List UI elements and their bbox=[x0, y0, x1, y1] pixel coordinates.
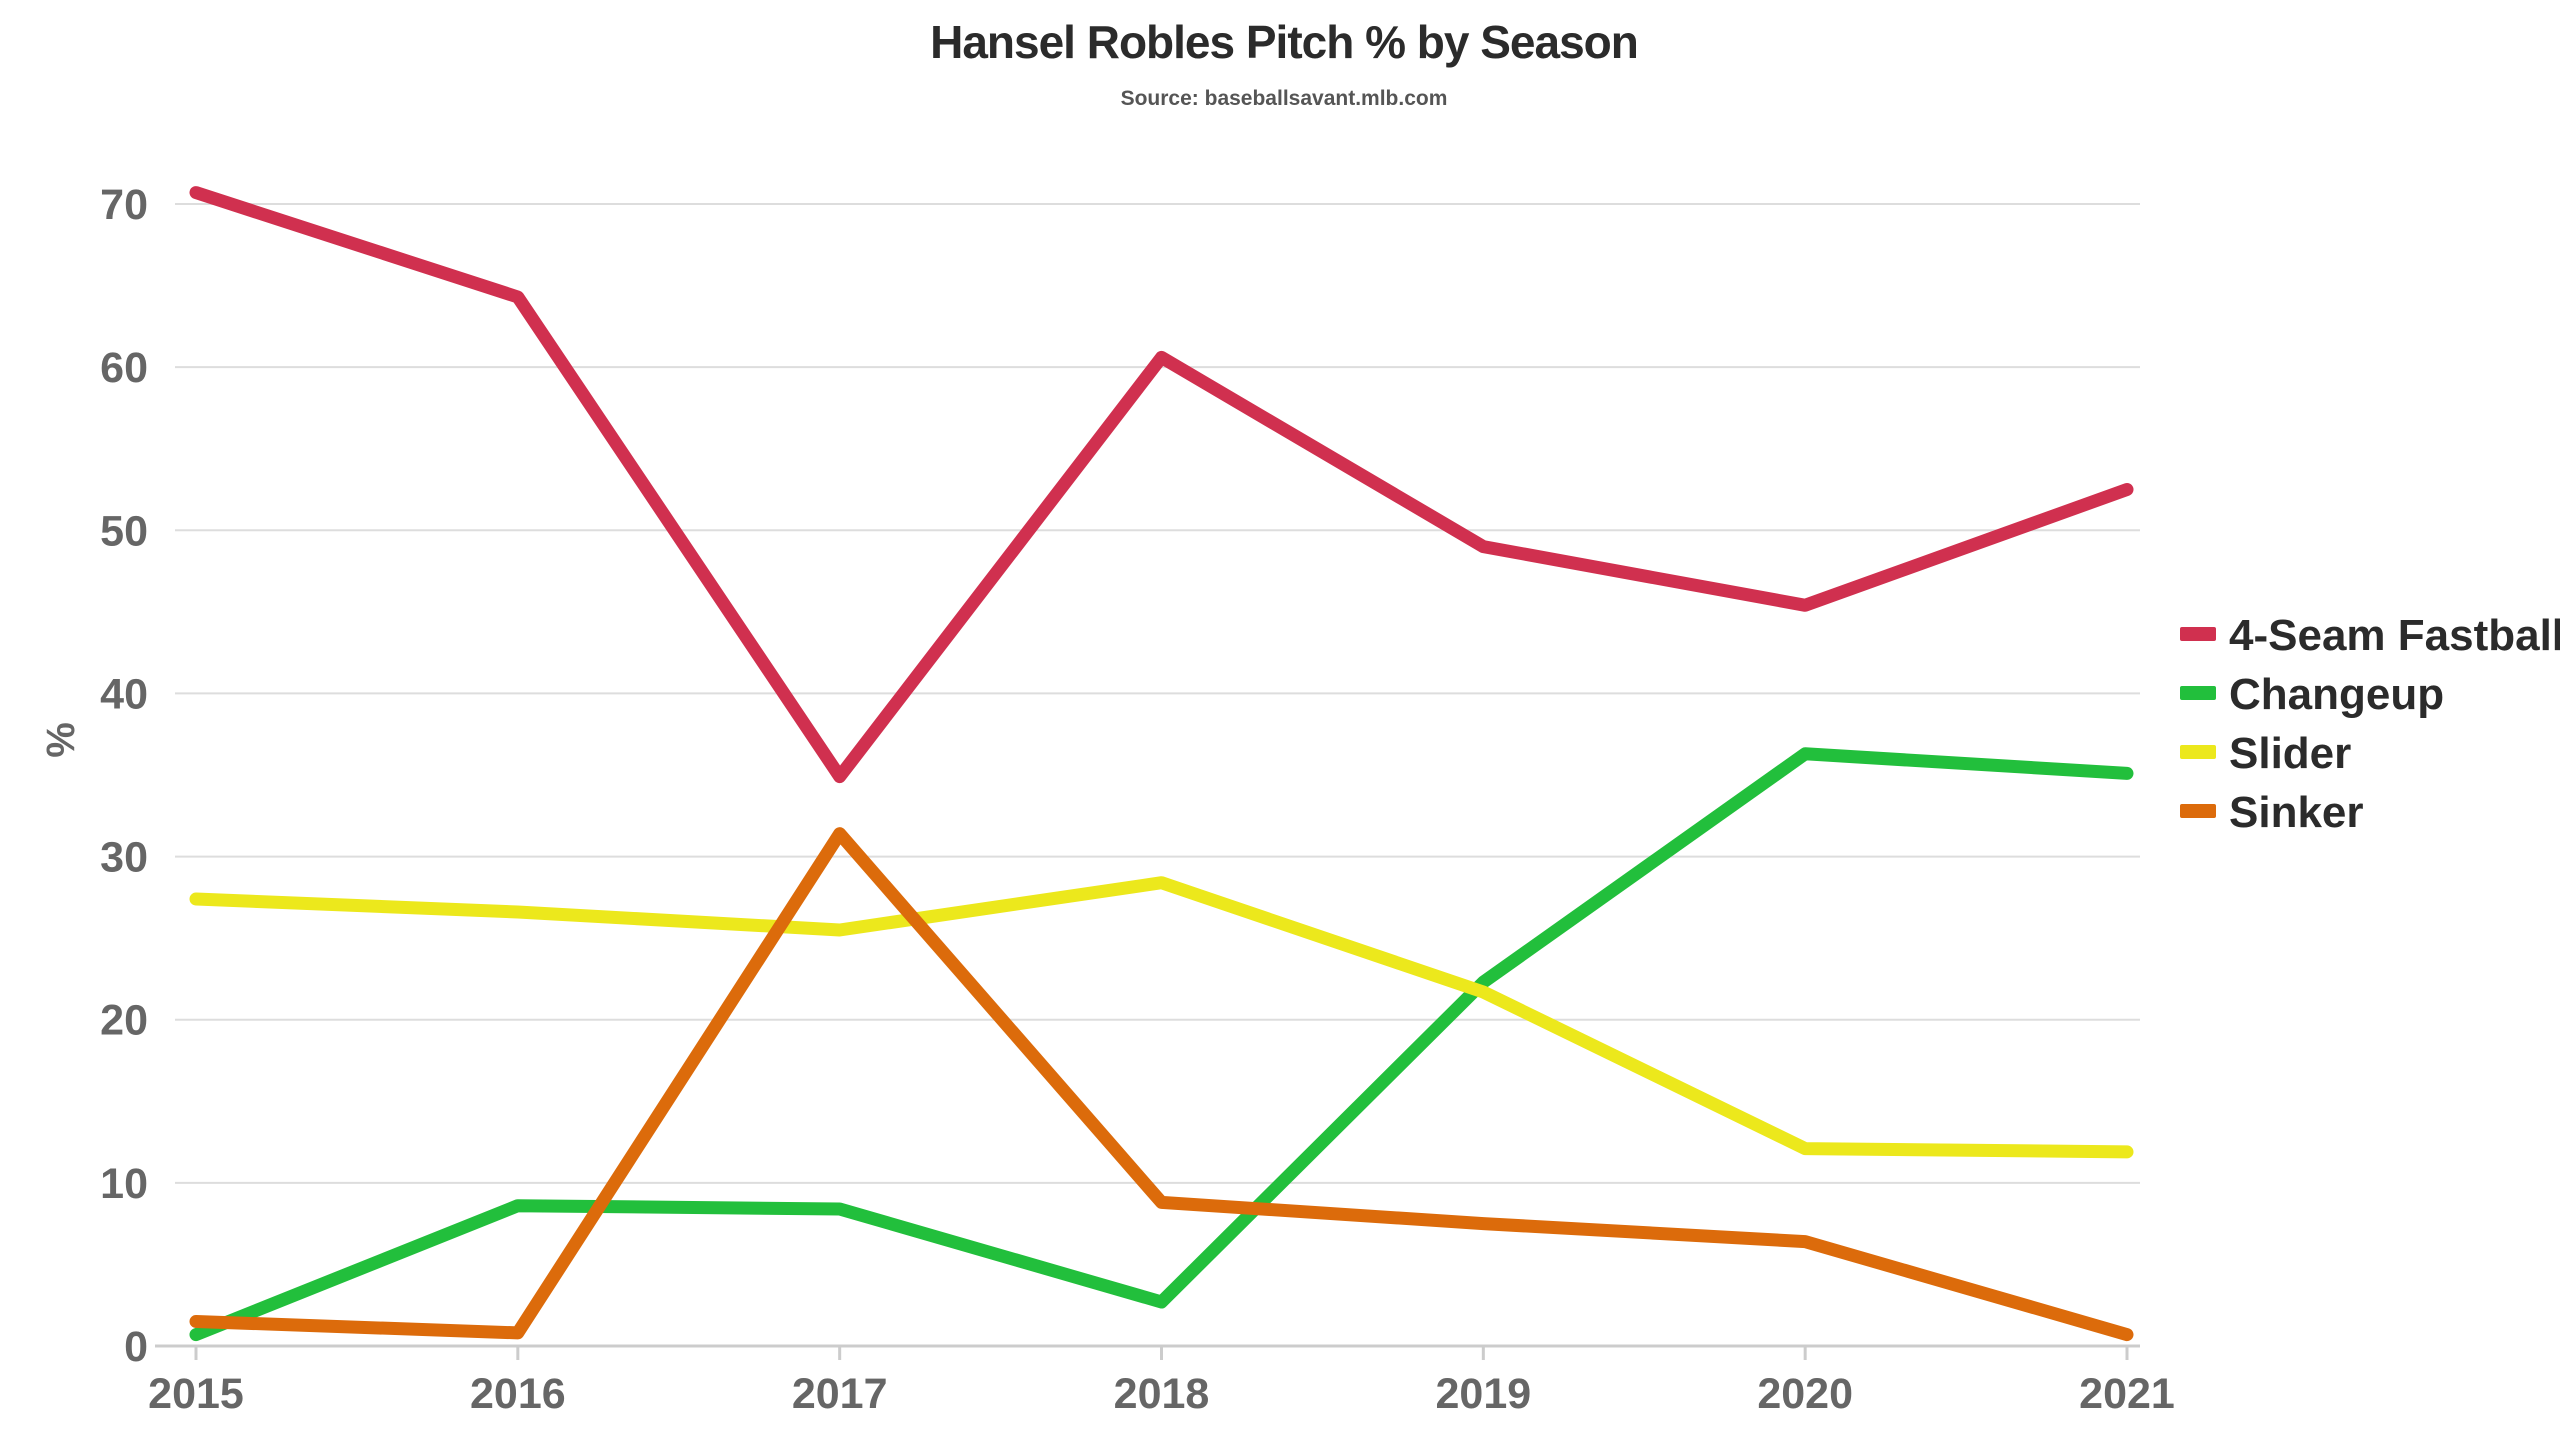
legend-swatch-slider bbox=[2180, 745, 2216, 759]
series-line-changeup bbox=[189, 747, 2134, 1342]
y-tick-label: 10 bbox=[100, 1160, 148, 1208]
legend-label-slider: Slider bbox=[2229, 729, 2351, 778]
legend-swatch-4-seam-fastball bbox=[2180, 627, 2216, 641]
legend-label-4-seam-fastball: 4-Seam Fastball bbox=[2229, 611, 2560, 660]
series-layer bbox=[189, 186, 2134, 1342]
x-tick-label: 2016 bbox=[470, 1370, 566, 1418]
x-tick-label: 2020 bbox=[1757, 1370, 1853, 1418]
y-tick-label: 50 bbox=[100, 507, 148, 555]
legend-label-changeup: Changeup bbox=[2229, 670, 2444, 719]
series-line-4-seam-fastball bbox=[189, 186, 2134, 784]
chart-subtitle: Source: baseballsavant.mlb.com bbox=[1121, 87, 1448, 110]
x-tick-label: 2021 bbox=[2079, 1370, 2175, 1418]
y-tick-label: 30 bbox=[100, 834, 148, 882]
y-tick-label: 60 bbox=[100, 344, 148, 392]
y-tick-label: 70 bbox=[100, 181, 148, 229]
y-tick-label: 40 bbox=[100, 670, 148, 718]
legend-swatch-changeup bbox=[2180, 686, 2216, 700]
grid-layer bbox=[175, 203, 2140, 1184]
legend: 4-Seam Fastball Changeup Slider Sinker bbox=[2180, 611, 2560, 837]
series-line-slider bbox=[189, 876, 2134, 1159]
legend-label-sinker: Sinker bbox=[2229, 788, 2364, 837]
x-tick-label: 2017 bbox=[792, 1370, 888, 1418]
y-tick-label: 20 bbox=[100, 997, 148, 1045]
y-axis-label: % bbox=[39, 722, 83, 758]
x-tick-label: 2018 bbox=[1114, 1370, 1210, 1418]
legend-swatch-sinker bbox=[2180, 804, 2216, 818]
axis-layer: 0 10 20 30 40 50 60 70 2015 2016 2017 2018 2019 2020 2… bbox=[100, 181, 2175, 1418]
chart-title: Hansel Robles Pitch % by Season bbox=[930, 16, 1638, 68]
series-line-sinker bbox=[189, 827, 2134, 1342]
y-tick-label: 0 bbox=[124, 1323, 148, 1371]
x-tick-label: 2015 bbox=[148, 1370, 244, 1418]
x-tick-label: 2019 bbox=[1435, 1370, 1531, 1418]
